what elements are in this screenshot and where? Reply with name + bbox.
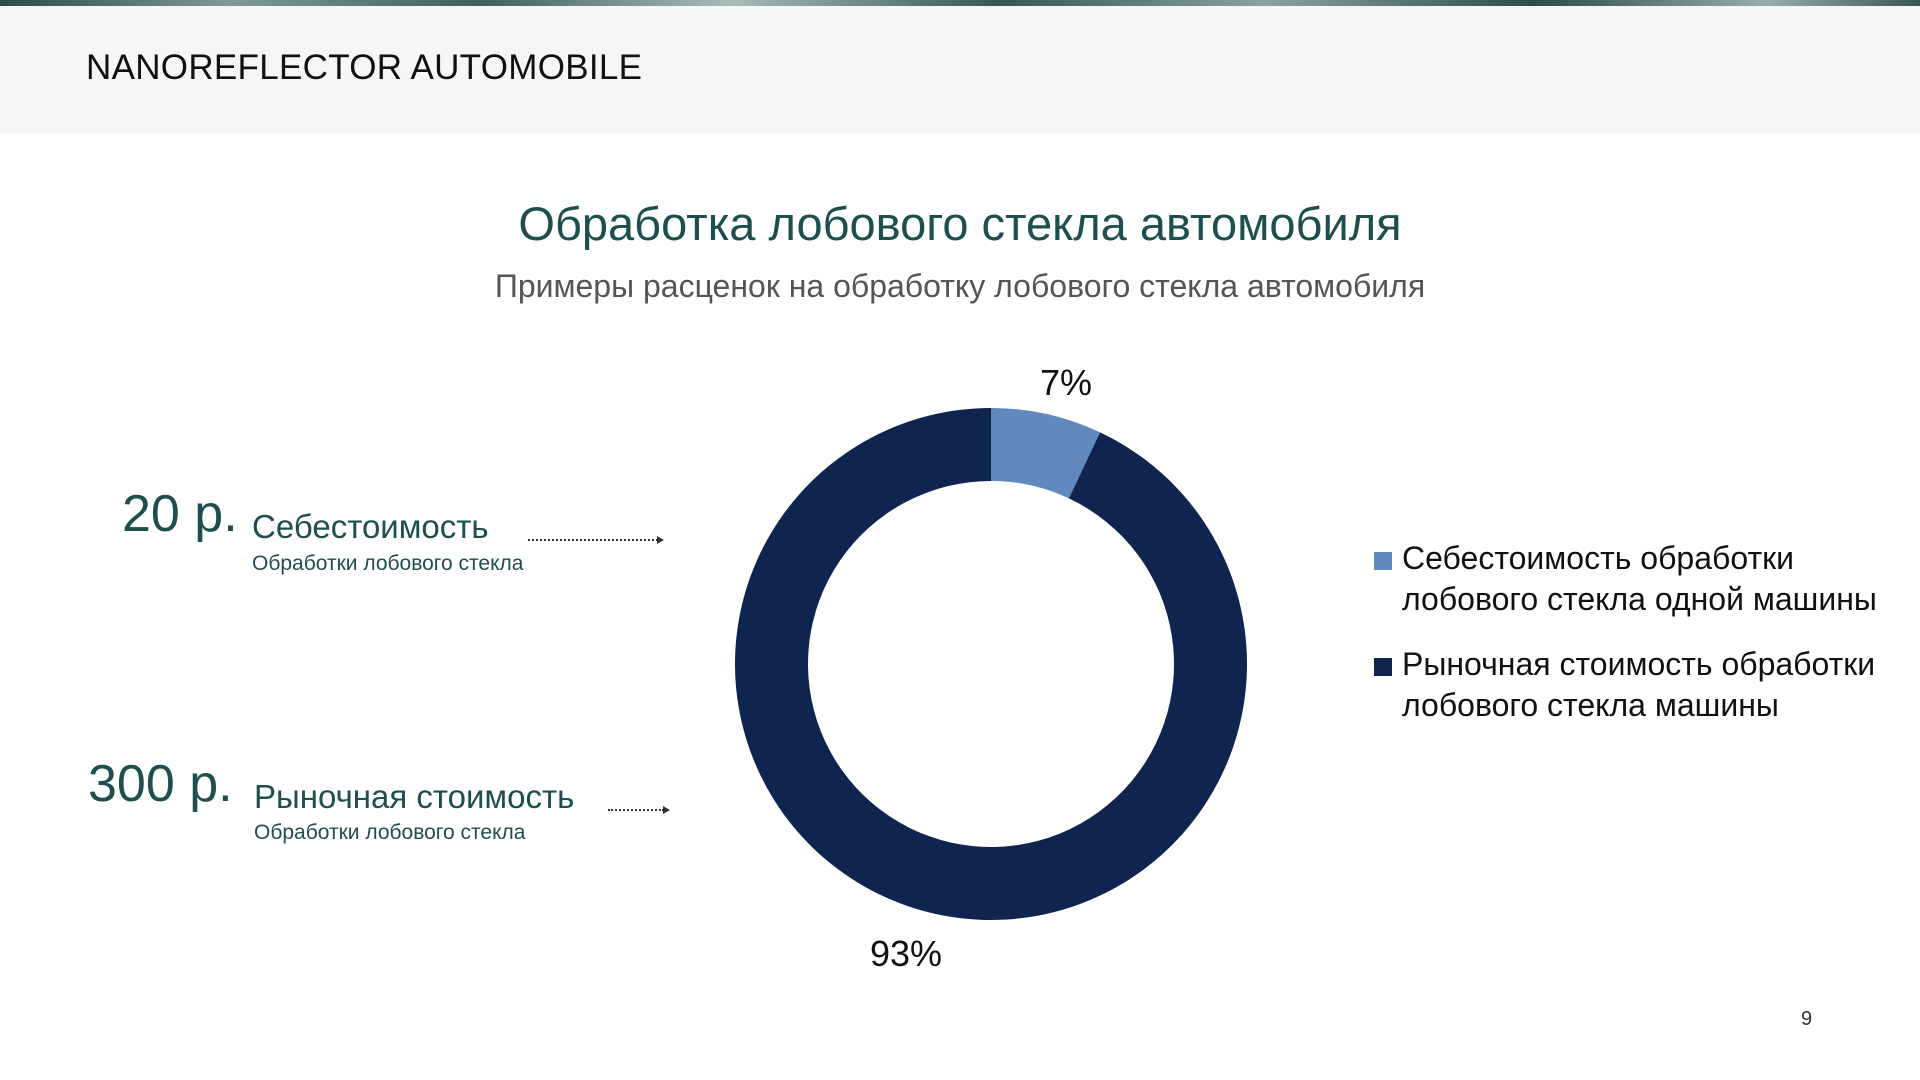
cost-price: 20 р. [122, 485, 238, 543]
legend-item-cost: Себестоимость обработки лобового стекла … [1374, 538, 1894, 620]
legend-item-market: Рыночная стоимость обработки лобового ст… [1374, 644, 1894, 726]
data-label-1: 93% [870, 933, 942, 974]
header-band [0, 6, 1920, 133]
slide-title: Обработка лобового стекла автомобиля [518, 197, 1402, 250]
market-arrow [608, 806, 670, 814]
market-price: 300 р. [88, 755, 233, 813]
legend-label-cost: Себестоимость обработки лобового стекла … [1402, 540, 1877, 617]
legend-label-market: Рыночная стоимость обработки лобового ст… [1402, 646, 1876, 723]
donut-slice-1 [735, 408, 1247, 921]
legend-swatch-cost [1374, 552, 1392, 570]
page-number: 9 [1801, 1008, 1813, 1030]
brand-title: NANOREFLECTOR AUTOMOBILE [86, 48, 643, 87]
cost-label: Себестоимость [252, 508, 489, 545]
chart-legend: Себестоимость обработки лобового стекла … [1374, 538, 1894, 750]
market-sublabel: Обработки лобового стекла [254, 821, 526, 844]
legend-swatch-market [1374, 658, 1392, 676]
slide-subtitle: Примеры расценок на обработку лобового с… [494, 268, 1426, 304]
cost-arrow [528, 536, 664, 544]
donut-slice-0 [991, 408, 1100, 499]
data-label-0: 7% [1040, 362, 1092, 403]
market-label: Рыночная стоимость [254, 778, 575, 815]
cost-sublabel: Обработки лобового стекла [252, 552, 524, 575]
decorative-top-strip [0, 0, 1920, 6]
